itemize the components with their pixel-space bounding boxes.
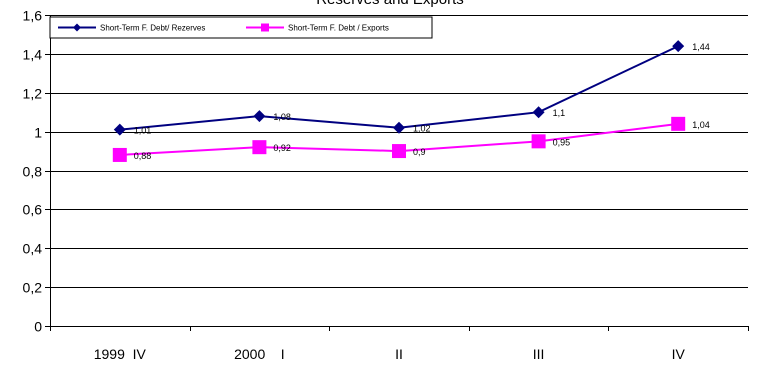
chart-title: Reserves and Exports [316, 0, 464, 8]
data-point-square [112, 147, 127, 162]
data-label: 1,02 [413, 124, 431, 134]
x-tick-label: IV [672, 346, 686, 362]
data-point-diamond [113, 123, 126, 136]
series-line [119, 45, 679, 131]
data-label: 1,04 [692, 120, 710, 130]
y-tick-label: 0,8 [23, 164, 43, 180]
data-point-square [531, 134, 546, 149]
x-tick-label: 1999 IV [94, 346, 147, 362]
legend-box [49, 16, 433, 39]
data-labels: 1,01 1,08 1,02 1,1 1,44 0,88 0,92 0,9 0,95 1,04 [134, 42, 710, 161]
data-point-square [671, 116, 686, 131]
y-tick-label: 1,4 [23, 47, 43, 63]
data-point-diamond [672, 40, 685, 53]
y-tick-label: 0,6 [23, 202, 43, 218]
x-tick-label: 2000 I [234, 346, 285, 362]
data-label: 0,95 [553, 137, 571, 147]
data-label: 1,44 [692, 42, 710, 52]
y-tick-label: 0,2 [23, 280, 43, 296]
y-tick-label: 1,2 [23, 86, 43, 102]
legend-label-reserves: Short-Term F. Debt/ Rezerves [100, 24, 205, 33]
data-label: 0,9 [413, 147, 426, 157]
y-tick-label: 0,4 [23, 241, 43, 257]
data-label: 0,92 [273, 143, 291, 153]
legend-marker-exports-icon [261, 23, 269, 32]
y-tick-label: 1 [34, 125, 42, 141]
data-point-diamond [393, 121, 405, 134]
data-point-square [392, 144, 406, 159]
y-tick-label: 1,6 [23, 8, 43, 24]
x-tick-label: III [533, 346, 545, 362]
y-tick-label: 0 [34, 319, 42, 335]
series-layer [112, 40, 686, 162]
data-label: 0,88 [134, 151, 152, 161]
data-label: 1,1 [553, 108, 566, 118]
data-point-diamond [532, 106, 545, 119]
legend-label-exports: Short-Term F. Debt / Exports [288, 24, 389, 33]
data-label: 1,01 [134, 126, 152, 136]
data-point-square [252, 140, 267, 155]
data-label: 1,08 [273, 112, 291, 122]
legend-marker-reserves-icon [73, 23, 81, 32]
legend: Short-Term F. Debt/ Rezerves Short-Term … [49, 16, 433, 39]
data-point-diamond [253, 110, 266, 123]
x-tick-label: II [395, 346, 403, 362]
